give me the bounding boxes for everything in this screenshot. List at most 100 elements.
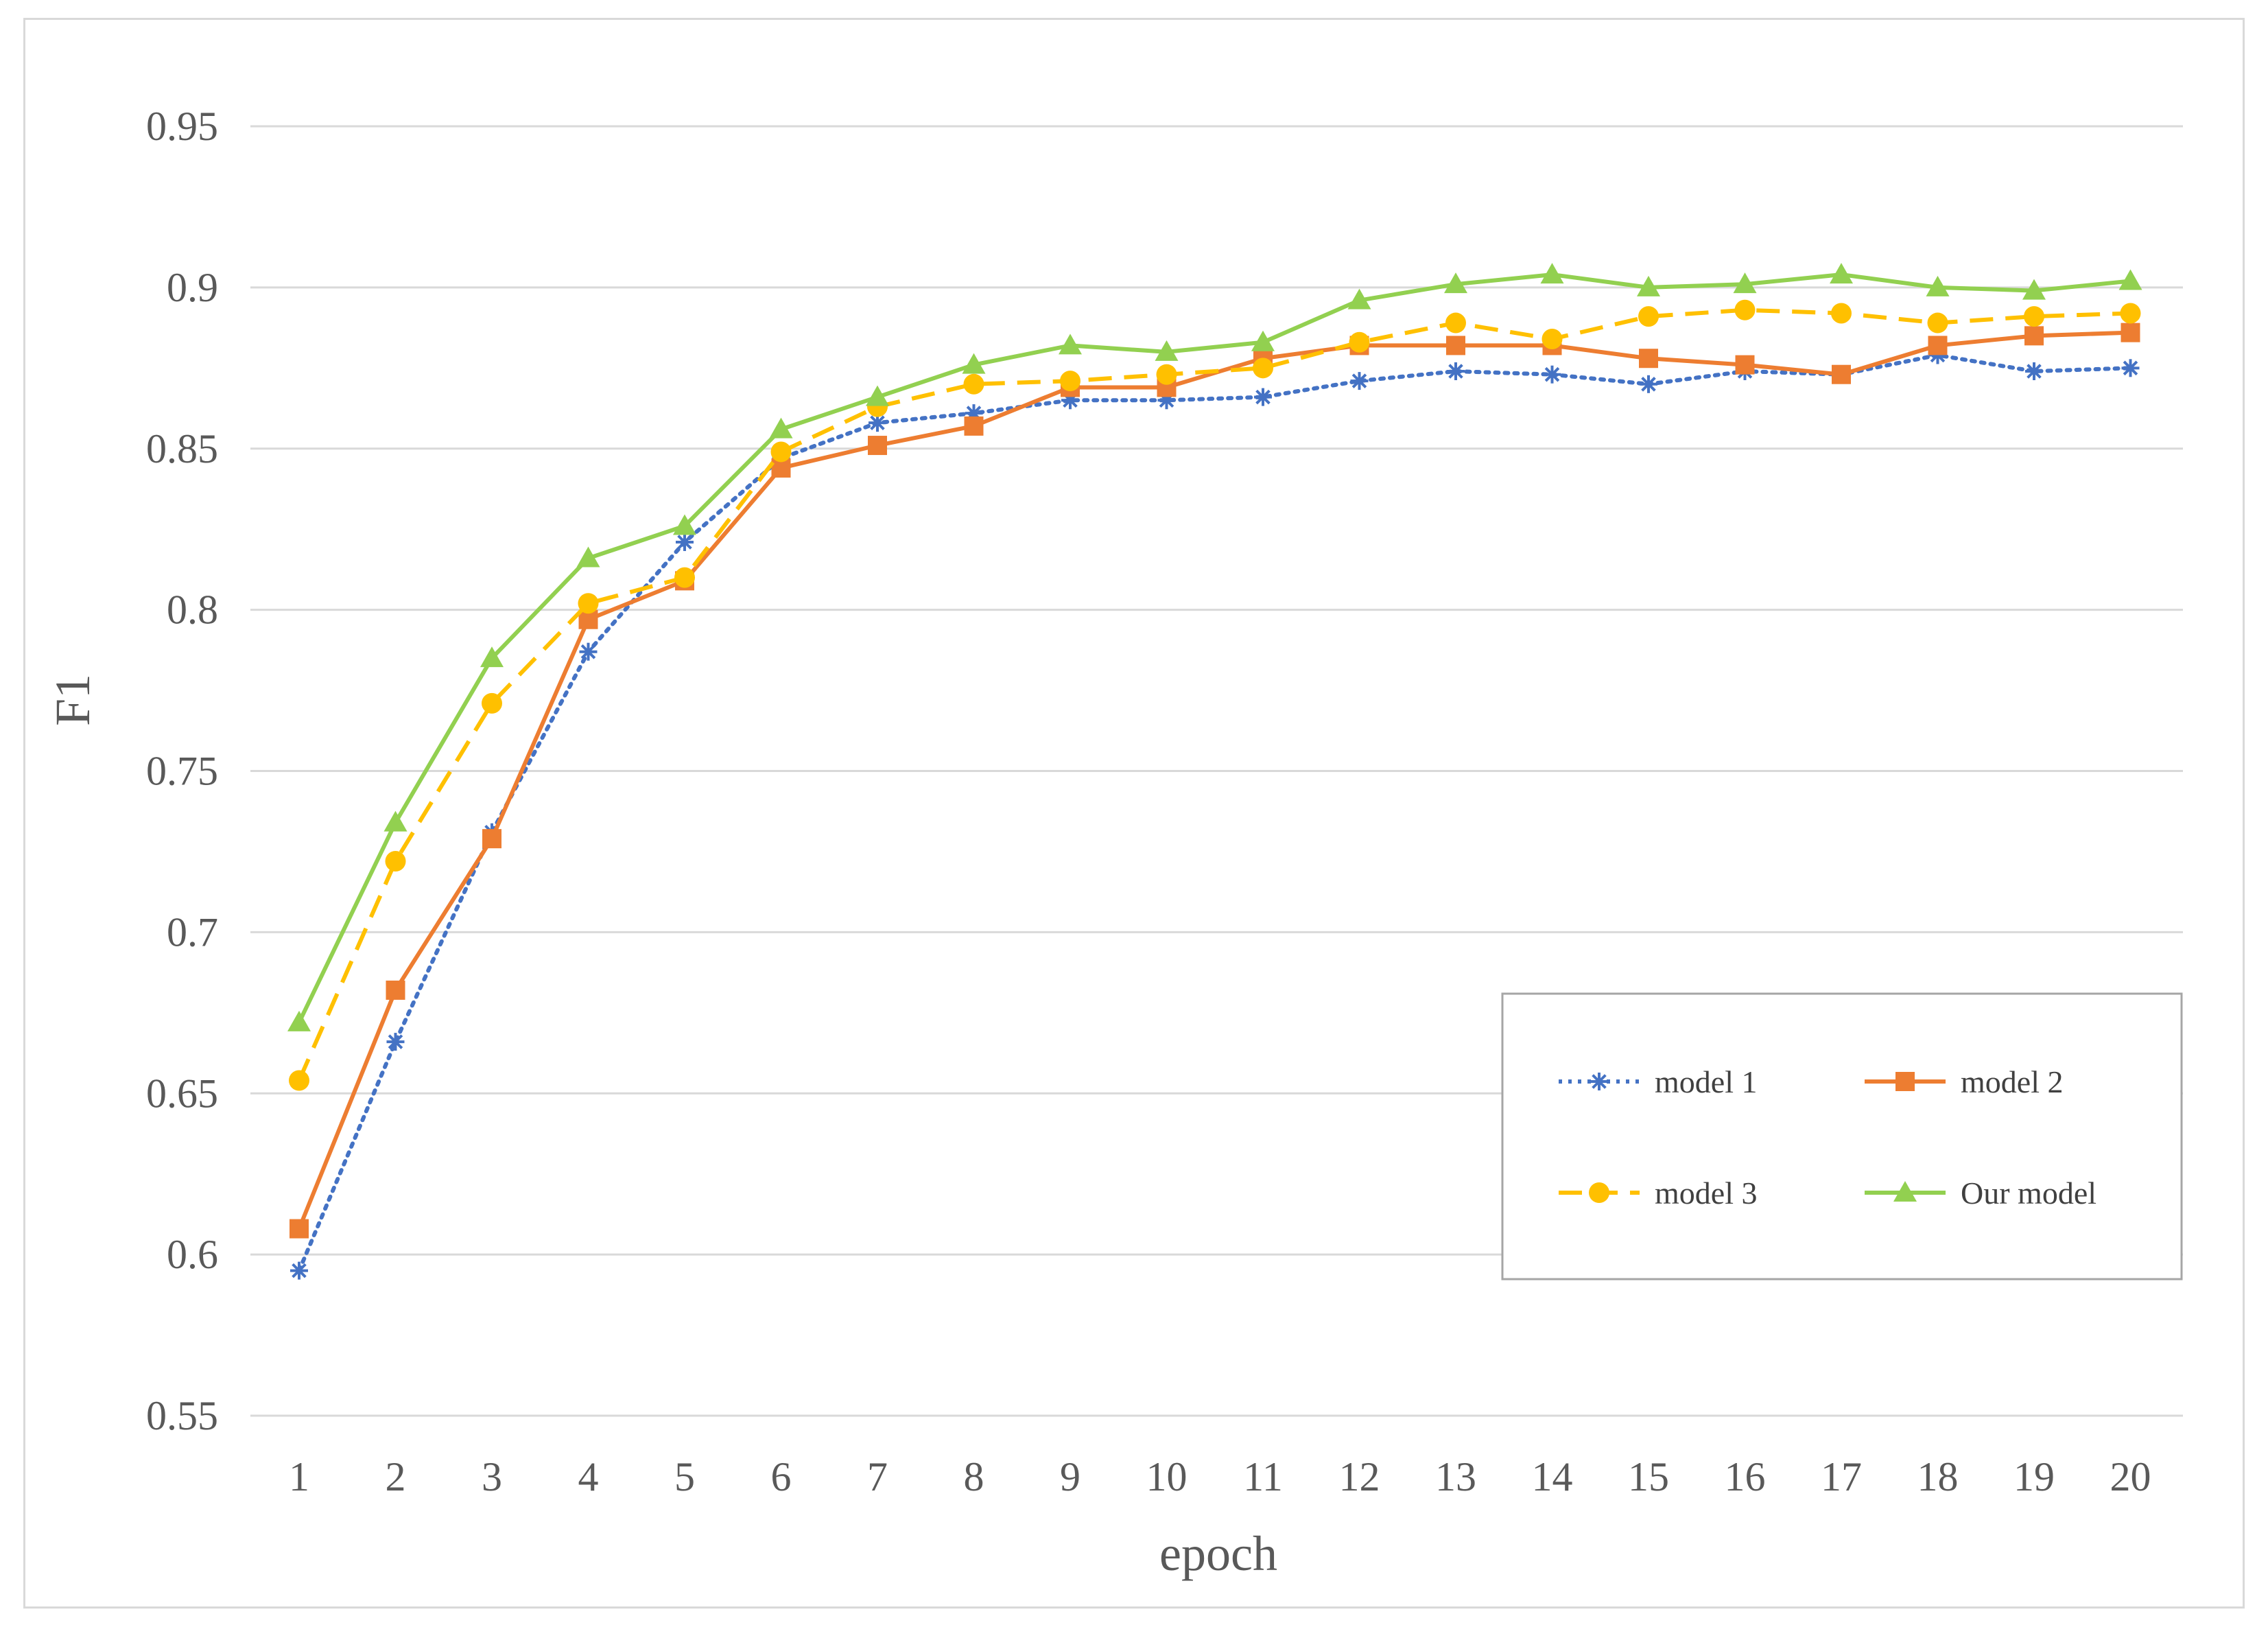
x-axis-ticks: 1 2 3 4 5 6 7 8 9 10 11 12 13 14 15 16 17 18 19 20 xyxy=(289,1454,2151,1499)
data-point xyxy=(482,829,501,849)
data-point xyxy=(1350,372,1369,390)
series-line xyxy=(297,272,2131,1024)
y-tick-label: 0.6 xyxy=(167,1232,218,1277)
y-tick-label: 0.55 xyxy=(146,1393,218,1438)
legend-label: model 1 xyxy=(1655,1064,1757,1099)
x-tick-label: 7 xyxy=(867,1454,888,1499)
data-point xyxy=(480,646,504,668)
legend-item: model 3 xyxy=(1559,1176,1757,1211)
data-point xyxy=(386,1033,405,1051)
data-point xyxy=(576,546,600,568)
data-point xyxy=(482,692,502,714)
x-tick-label: 18 xyxy=(1917,1454,1959,1499)
data-point xyxy=(964,416,984,436)
x-tick-label: 16 xyxy=(1725,1454,1766,1499)
data-point xyxy=(2022,279,2046,300)
legend-box xyxy=(1501,992,2183,1281)
x-tick-label: 19 xyxy=(2013,1454,2055,1499)
data-point xyxy=(1637,275,1660,296)
y-axis-title: F1 xyxy=(45,674,100,726)
legend-marker xyxy=(1893,1181,1917,1202)
data-point xyxy=(290,1219,309,1239)
data-point xyxy=(866,385,889,406)
data-point xyxy=(383,810,407,832)
data-point xyxy=(2024,306,2044,327)
data-point xyxy=(676,533,694,551)
series-our-model xyxy=(287,263,2142,1031)
data-point xyxy=(2118,269,2142,290)
data-point xyxy=(2120,303,2141,324)
data-point xyxy=(1640,375,1657,393)
data-point xyxy=(578,593,599,614)
data-point xyxy=(2025,362,2043,381)
data-point xyxy=(1445,312,1466,334)
data-point xyxy=(1347,288,1371,309)
data-point xyxy=(1541,329,1563,350)
data-point xyxy=(1638,306,1659,327)
legend-label: model 3 xyxy=(1655,1176,1757,1211)
data-point xyxy=(1926,275,1950,296)
data-point xyxy=(1253,358,1273,379)
x-tick-label: 14 xyxy=(1532,1454,1573,1499)
data-point xyxy=(674,567,695,588)
data-point xyxy=(1251,330,1275,351)
data-point xyxy=(962,353,986,374)
data-point xyxy=(386,980,405,1000)
y-axis-ticks: 0.55 0.6 0.65 0.7 0.75 0.8 0.85 0.9 0.95 xyxy=(146,104,218,1438)
data-point xyxy=(1928,336,1948,355)
data-point xyxy=(579,642,598,661)
data-point xyxy=(287,1010,311,1031)
data-point xyxy=(1830,263,1853,284)
data-point xyxy=(290,1261,308,1280)
data-point xyxy=(868,436,887,456)
data-point xyxy=(1447,362,1465,381)
data-point xyxy=(1156,364,1177,385)
x-tick-label: 9 xyxy=(1060,1454,1080,1499)
x-tick-label: 13 xyxy=(1435,1454,1476,1499)
x-tick-label: 2 xyxy=(386,1454,406,1499)
y-tick-label: 0.75 xyxy=(146,749,218,794)
legend-marker xyxy=(1895,1072,1915,1091)
legend-label: Our model xyxy=(1961,1176,2096,1211)
x-tick-label: 20 xyxy=(2110,1454,2151,1499)
data-point xyxy=(1735,355,1755,375)
data-point xyxy=(1927,312,1948,334)
x-tick-label: 4 xyxy=(578,1454,599,1499)
series-layer xyxy=(287,263,2142,1280)
y-tick-label: 0.9 xyxy=(167,265,218,310)
series-line xyxy=(297,307,2131,1082)
data-point xyxy=(1540,263,1564,284)
data-point xyxy=(2024,326,2044,346)
data-point xyxy=(1446,336,1465,355)
legend-item: Our model xyxy=(1865,1176,2096,1211)
data-point xyxy=(1831,303,1852,324)
data-point xyxy=(673,514,696,535)
x-tick-label: 1 xyxy=(289,1454,309,1499)
legend-label: model 2 xyxy=(1961,1064,2063,1099)
x-tick-label: 15 xyxy=(1628,1454,1669,1499)
data-point xyxy=(1832,364,1851,384)
data-point xyxy=(1349,331,1370,353)
series-model-3 xyxy=(289,299,2141,1091)
data-point xyxy=(770,441,792,463)
x-tick-label: 12 xyxy=(1339,1454,1380,1499)
x-tick-label: 5 xyxy=(674,1454,695,1499)
y-tick-label: 0.95 xyxy=(146,104,218,149)
legend-marker xyxy=(1590,1073,1608,1090)
data-point xyxy=(1543,365,1561,384)
data-point xyxy=(1639,349,1658,369)
legend-item: model 1 xyxy=(1559,1064,1757,1099)
data-point xyxy=(2121,323,2140,342)
gridlines xyxy=(250,125,2183,1417)
y-tick-label: 0.85 xyxy=(146,426,218,471)
data-point xyxy=(1444,272,1467,294)
data-point xyxy=(289,1070,309,1091)
y-tick-label: 0.65 xyxy=(146,1071,218,1116)
chart-frame xyxy=(23,18,2245,1609)
x-tick-label: 3 xyxy=(482,1454,502,1499)
legend-item: model 2 xyxy=(1865,1064,2063,1099)
data-point xyxy=(1734,299,1756,320)
data-point xyxy=(385,851,406,872)
y-tick-label: 0.7 xyxy=(167,909,218,955)
